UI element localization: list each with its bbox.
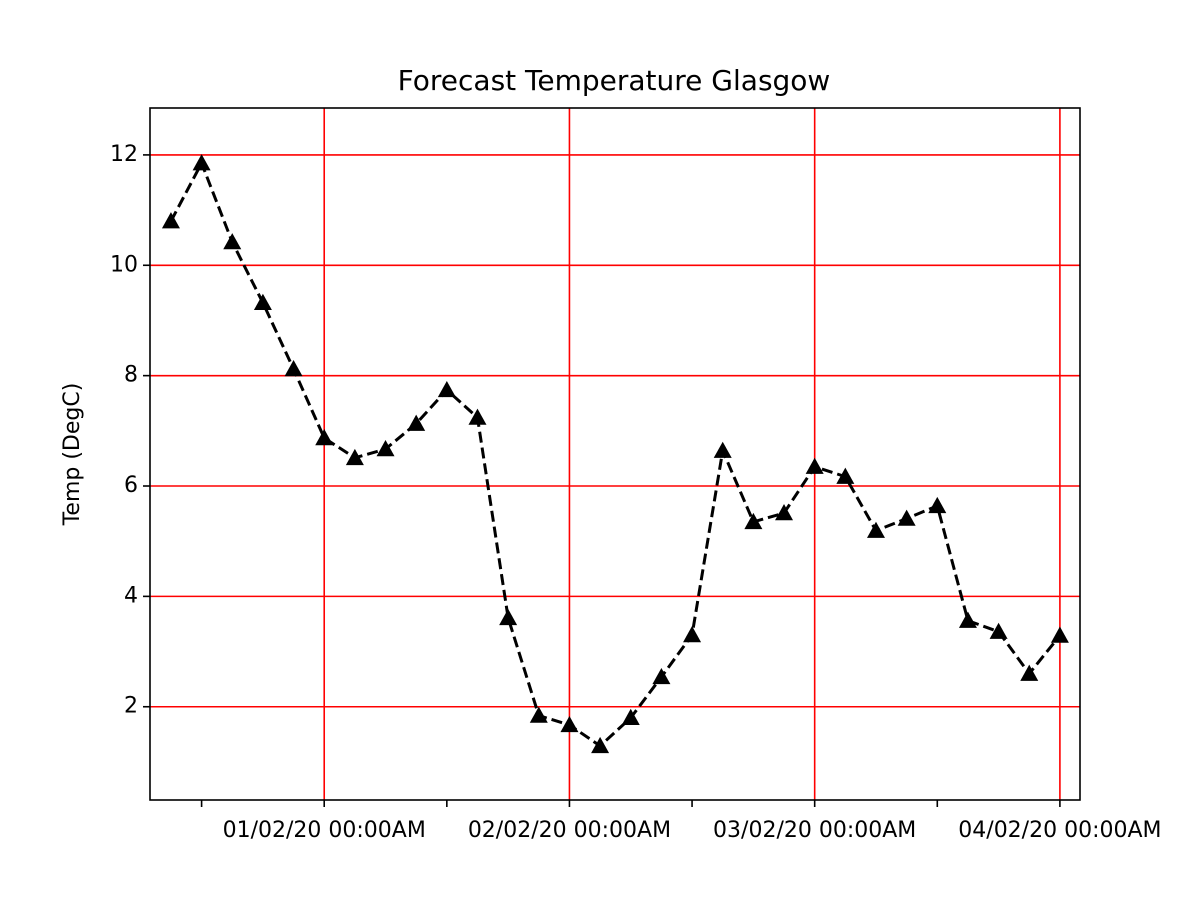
y-tick-label: 2 [124,694,138,719]
marker [775,504,794,521]
x-tick-label: 04/02/20 00:00AM [958,818,1161,843]
marker [805,457,824,474]
y-tick-label: 12 [110,142,138,167]
marker [499,608,518,626]
marker [223,233,242,250]
y-axis-label: Temp (DegC) [60,383,85,527]
temperature-line [169,161,1062,748]
y-tick-label: 4 [124,583,138,608]
marker [866,521,885,538]
marker [407,414,426,431]
marker [744,512,763,530]
x-tick-label: 02/02/20 00:00AM [468,818,671,843]
y-tick-label: 8 [124,363,138,388]
x-tick-label: 03/02/20 00:00AM [713,818,916,843]
marker [1050,626,1069,643]
marker [836,467,855,484]
marker [621,708,640,725]
marker [989,622,1008,639]
marker [529,706,548,723]
marker [376,440,395,457]
marker [958,611,977,628]
y-tick-label: 10 [110,252,138,277]
y-tick-label: 6 [124,473,138,498]
marker [437,380,456,398]
marker [1020,664,1039,681]
marker [652,667,671,685]
marker [161,212,180,229]
marker [713,441,732,458]
marker [253,293,272,310]
marker [284,360,303,377]
marker [468,408,487,425]
chart-title: Forecast Temperature Glasgow [398,64,831,97]
marker [897,509,916,526]
x-tick-label: 01/02/20 00:00AM [223,818,426,843]
marker [591,736,610,754]
marker [928,496,947,514]
marker [315,428,334,446]
marker [192,154,211,171]
marker [560,715,579,733]
plot-frame [149,107,1081,801]
marker [345,448,364,466]
marker [683,626,702,643]
